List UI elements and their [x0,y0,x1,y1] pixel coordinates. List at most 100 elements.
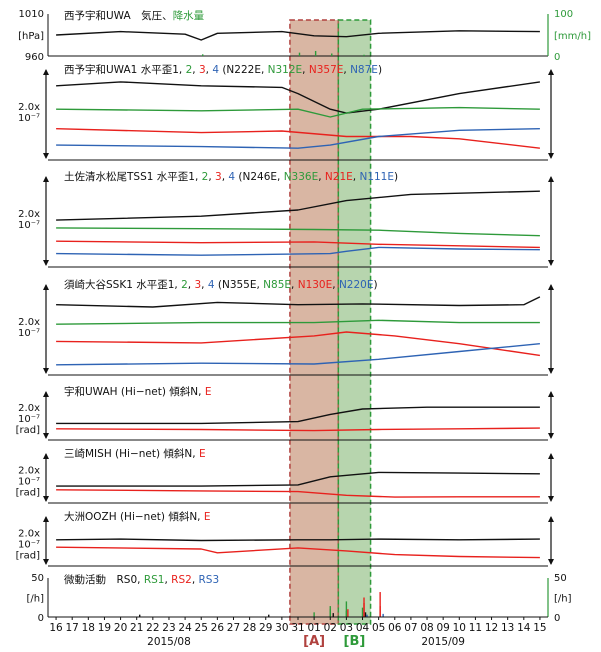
scale-arrow-up [43,516,49,522]
title-part: 土佐清水松尾TSS1 水平歪1, [64,170,202,183]
right-tick-weather: [mm/h] [554,31,591,42]
title-part: 2 [186,64,193,76]
title-part: 3 [199,64,206,76]
title-part: , [208,171,215,183]
title-part: RS1 [144,574,165,586]
scale-arrow-down [43,433,49,439]
x-tick-label: 23 [162,622,175,634]
title-part: (N355E, [215,279,264,291]
panel-ssk1: 須崎大谷SSK1 水平歪1, 2, 3, 4 (N355E, N85E, N13… [18,278,554,376]
title-part: RS2 [171,574,192,586]
title-part: ) [378,64,382,76]
series-mish-red [56,489,540,498]
series-ssk1-red [56,331,541,357]
title-part: 須崎大谷SSK1 水平歪1, [64,278,181,291]
scale-arrow-down [548,496,554,502]
title-part: 3 [194,279,201,291]
band-label-2: [B] [344,634,366,649]
x-tick-label: 02 [324,622,337,634]
title-part: , [332,279,339,291]
scale-label-oozh: 2.0x [18,529,40,540]
title-part: N336E [284,171,319,183]
series-tss1-blue [56,246,540,256]
x-tick-label: 15 [533,622,546,634]
scale-label-oozh: 10⁻⁷ [18,540,40,551]
x-tick-label: 17 [66,622,79,634]
series-tss1-green [56,227,540,237]
scale-label-ssk1: 2.0x [18,317,40,328]
series-oozh-black [56,538,540,542]
scale-label-uwah: [rad] [16,425,40,436]
scale-arrow-up [43,69,49,75]
series-tss1-black [56,190,540,221]
left-tick-tremor: 0 [38,613,44,624]
x-tick-label: 16 [49,622,63,634]
scale-arrow-up [548,516,554,522]
scale-arrow-up [548,176,554,182]
x-tick-label: 04 [356,622,370,634]
scale-label-oozh: [rad] [16,551,40,562]
scale-label-uwah: 10⁻⁷ [18,414,40,425]
x-tick-label: 22 [146,622,159,634]
scale-arrow-down [548,260,554,266]
title-part: , [343,64,350,76]
series-uwah-red [56,427,540,432]
title-part: N85E [263,279,291,291]
month-label: 2015/08 [147,636,191,648]
title-part: 2 [181,279,188,291]
x-tick-label: 11 [469,622,482,634]
title-part: , [188,279,195,291]
title-part: 4 [208,279,215,291]
series-tss1-red [56,240,540,249]
x-tick-label: 18 [82,622,95,634]
title-part: N130E [298,279,333,291]
scale-arrow-down [548,368,554,374]
scale-arrow-up [548,453,554,459]
x-tick-label: 31 [291,622,304,634]
panel-title-uwah: 宇和UWAH (Hi−net) 傾斜N, E [64,385,211,398]
title-part: (N222E, [219,64,268,76]
scale-label-ssk1: 10⁻⁷ [18,328,40,339]
x-tick-label: 13 [501,622,514,634]
scale-arrow-down [548,559,554,565]
scale-arrow-down [548,433,554,439]
title-part: E [204,511,211,523]
x-tick-label: 07 [404,622,417,634]
panel-title-mish: 三崎MISH (Hi−net) 傾斜N, E [64,447,206,460]
x-tick-label: 28 [243,622,256,634]
title-part: 2 [202,171,209,183]
scale-label-tss1: 2.0x [18,209,40,220]
series-weather-black [56,30,540,41]
panel-title-oozh: 大洲OOZH (Hi−net) 傾斜N, E [64,510,211,523]
title-part: , [206,64,213,76]
scale-arrow-down [43,368,49,374]
scale-label-mish: [rad] [16,488,40,499]
title-part: , [192,64,199,76]
scale-arrow-up [548,391,554,397]
x-tick-label: 30 [275,622,288,634]
x-tick-label: 21 [130,622,143,634]
title-part: , [302,64,309,76]
panel-title-ssk1: 須崎大谷SSK1 水平歪1, 2, 3, 4 (N355E, N85E, N13… [64,278,378,291]
panel-weather: 西予宇和UWA 気圧、降水量 1010 [hPa] 960 100 [mm/h] 0 [18,9,591,63]
right-tick-tremor: 0 [554,613,560,624]
title-part: N21E [325,171,353,183]
title-part: 西予宇和UWA 気圧、 [64,9,173,22]
title-part: E [199,448,206,460]
month-label: 2015/09 [421,636,465,648]
right-tick-tremor: [/h] [554,594,572,605]
right-tick-weather: 100 [554,9,573,20]
title-part: , [318,171,325,183]
title-part: 宇和UWAH (Hi−net) 傾斜N, [64,385,205,398]
title-part: E [205,386,212,398]
title-part: 大洲OOZH (Hi−net) 傾斜N, [64,510,204,523]
title-part: 3 [215,171,222,183]
title-part: (N246E, [235,171,284,183]
panel-title-tremor: 微動活動 RS0, RS1, RS2, RS3 [64,573,219,586]
scale-arrow-down [548,153,554,159]
scale-arrow-up [43,284,49,290]
x-tick-label: 24 [178,622,192,634]
